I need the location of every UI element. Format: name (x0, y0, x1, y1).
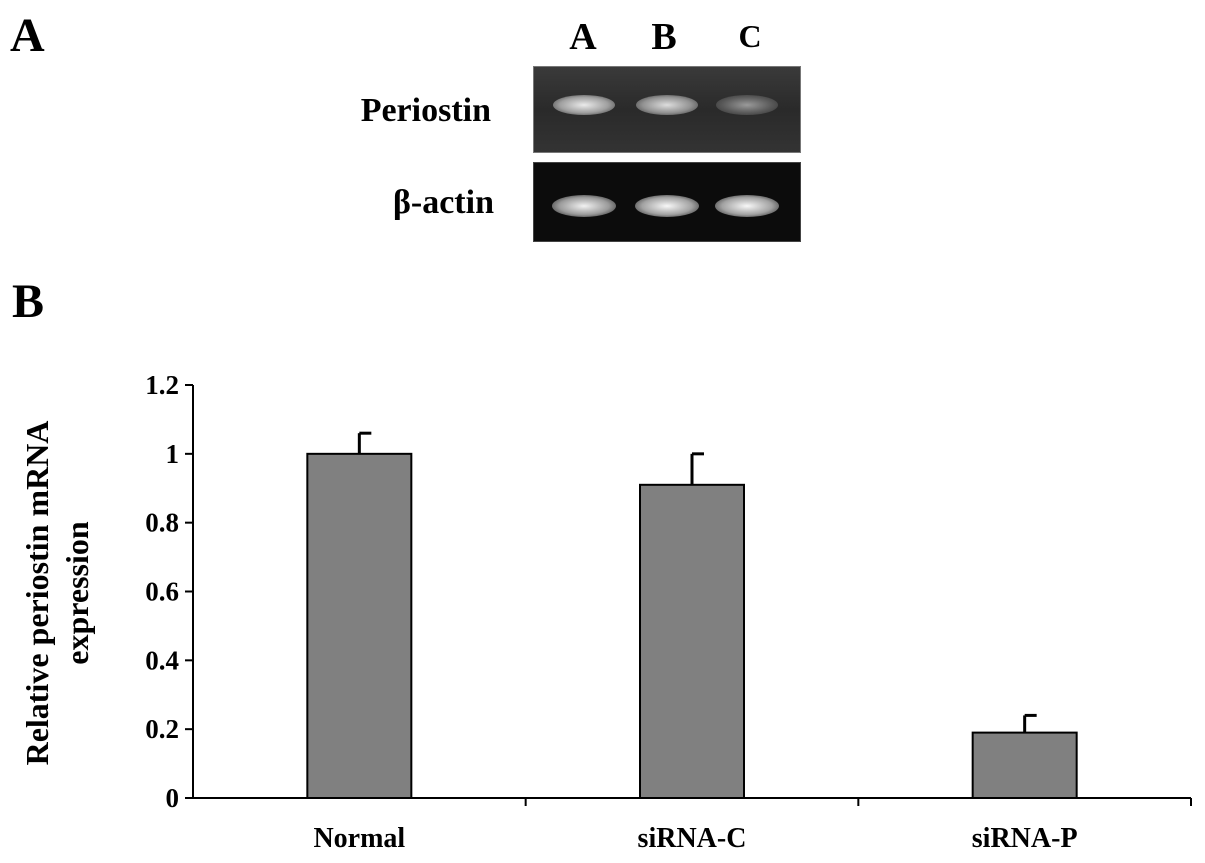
bar-sirna-c (639, 483, 745, 799)
y-tick-label: 1.2 (145, 370, 179, 400)
gel-row-label-periostin: Periostin (360, 92, 491, 129)
panel-b-letter: B (12, 275, 45, 328)
bar-normal (306, 452, 413, 799)
y-axis-title-line-1: Relative periostin mRNA (19, 421, 55, 766)
gel-band-row2-lane3 (715, 195, 779, 217)
gel-band-row1-lane2 (636, 95, 698, 115)
gel-row-label-actin: β-actin (392, 184, 494, 221)
y-tick-label: 0.2 (145, 714, 179, 744)
gel-band-row2-lane2 (635, 195, 699, 217)
bar-sirna-p (971, 731, 1078, 800)
gel-band-row1-lane3 (716, 95, 778, 115)
lane-label-c: C (738, 18, 762, 54)
y-tick-label: 0.8 (145, 508, 179, 538)
y-tick-label: 0.4 (145, 645, 179, 675)
lane-label-b: B (651, 16, 677, 58)
x-category-label: siRNA-C (638, 823, 747, 854)
gel-band-row1-lane1 (553, 95, 615, 115)
y-axis-title-line-2: expression (59, 521, 95, 665)
gel-band-row2-lane1 (552, 195, 616, 217)
x-category-label: siRNA-P (972, 823, 1078, 854)
lane-label-a: A (569, 16, 597, 58)
gel-image-actin (533, 162, 801, 242)
y-tick-label: 1 (166, 439, 180, 469)
y-tick-label: 0 (166, 783, 180, 813)
x-category-label: Normal (313, 823, 405, 854)
gel-image-periostin (533, 66, 801, 153)
y-tick-label: 0.6 (145, 577, 179, 607)
panel-a-letter: A (10, 9, 45, 62)
